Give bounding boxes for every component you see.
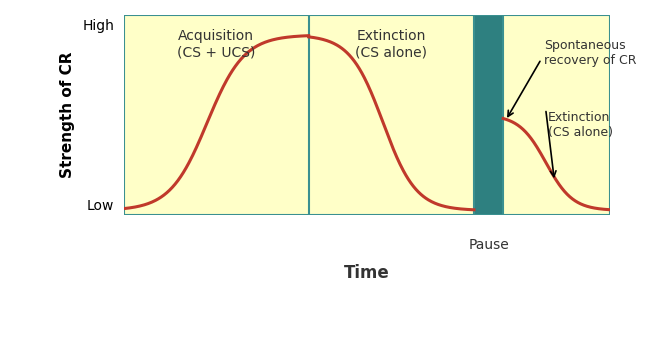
Bar	[309, 15, 474, 215]
Text: Pause: Pause	[468, 238, 509, 252]
Bar	[474, 15, 503, 215]
Text: Acquisition
(CS + UCS): Acquisition (CS + UCS)	[177, 29, 256, 59]
Text: Extinction
(CS alone): Extinction (CS alone)	[356, 29, 427, 59]
Text: Time: Time	[344, 264, 390, 282]
Bar	[503, 15, 610, 215]
Text: Spontaneous
recovery of CR: Spontaneous recovery of CR	[544, 39, 636, 67]
Y-axis label: Strength of CR: Strength of CR	[60, 51, 75, 178]
Text: Extinction
(CS alone): Extinction (CS alone)	[548, 111, 613, 139]
Bar	[124, 15, 309, 215]
